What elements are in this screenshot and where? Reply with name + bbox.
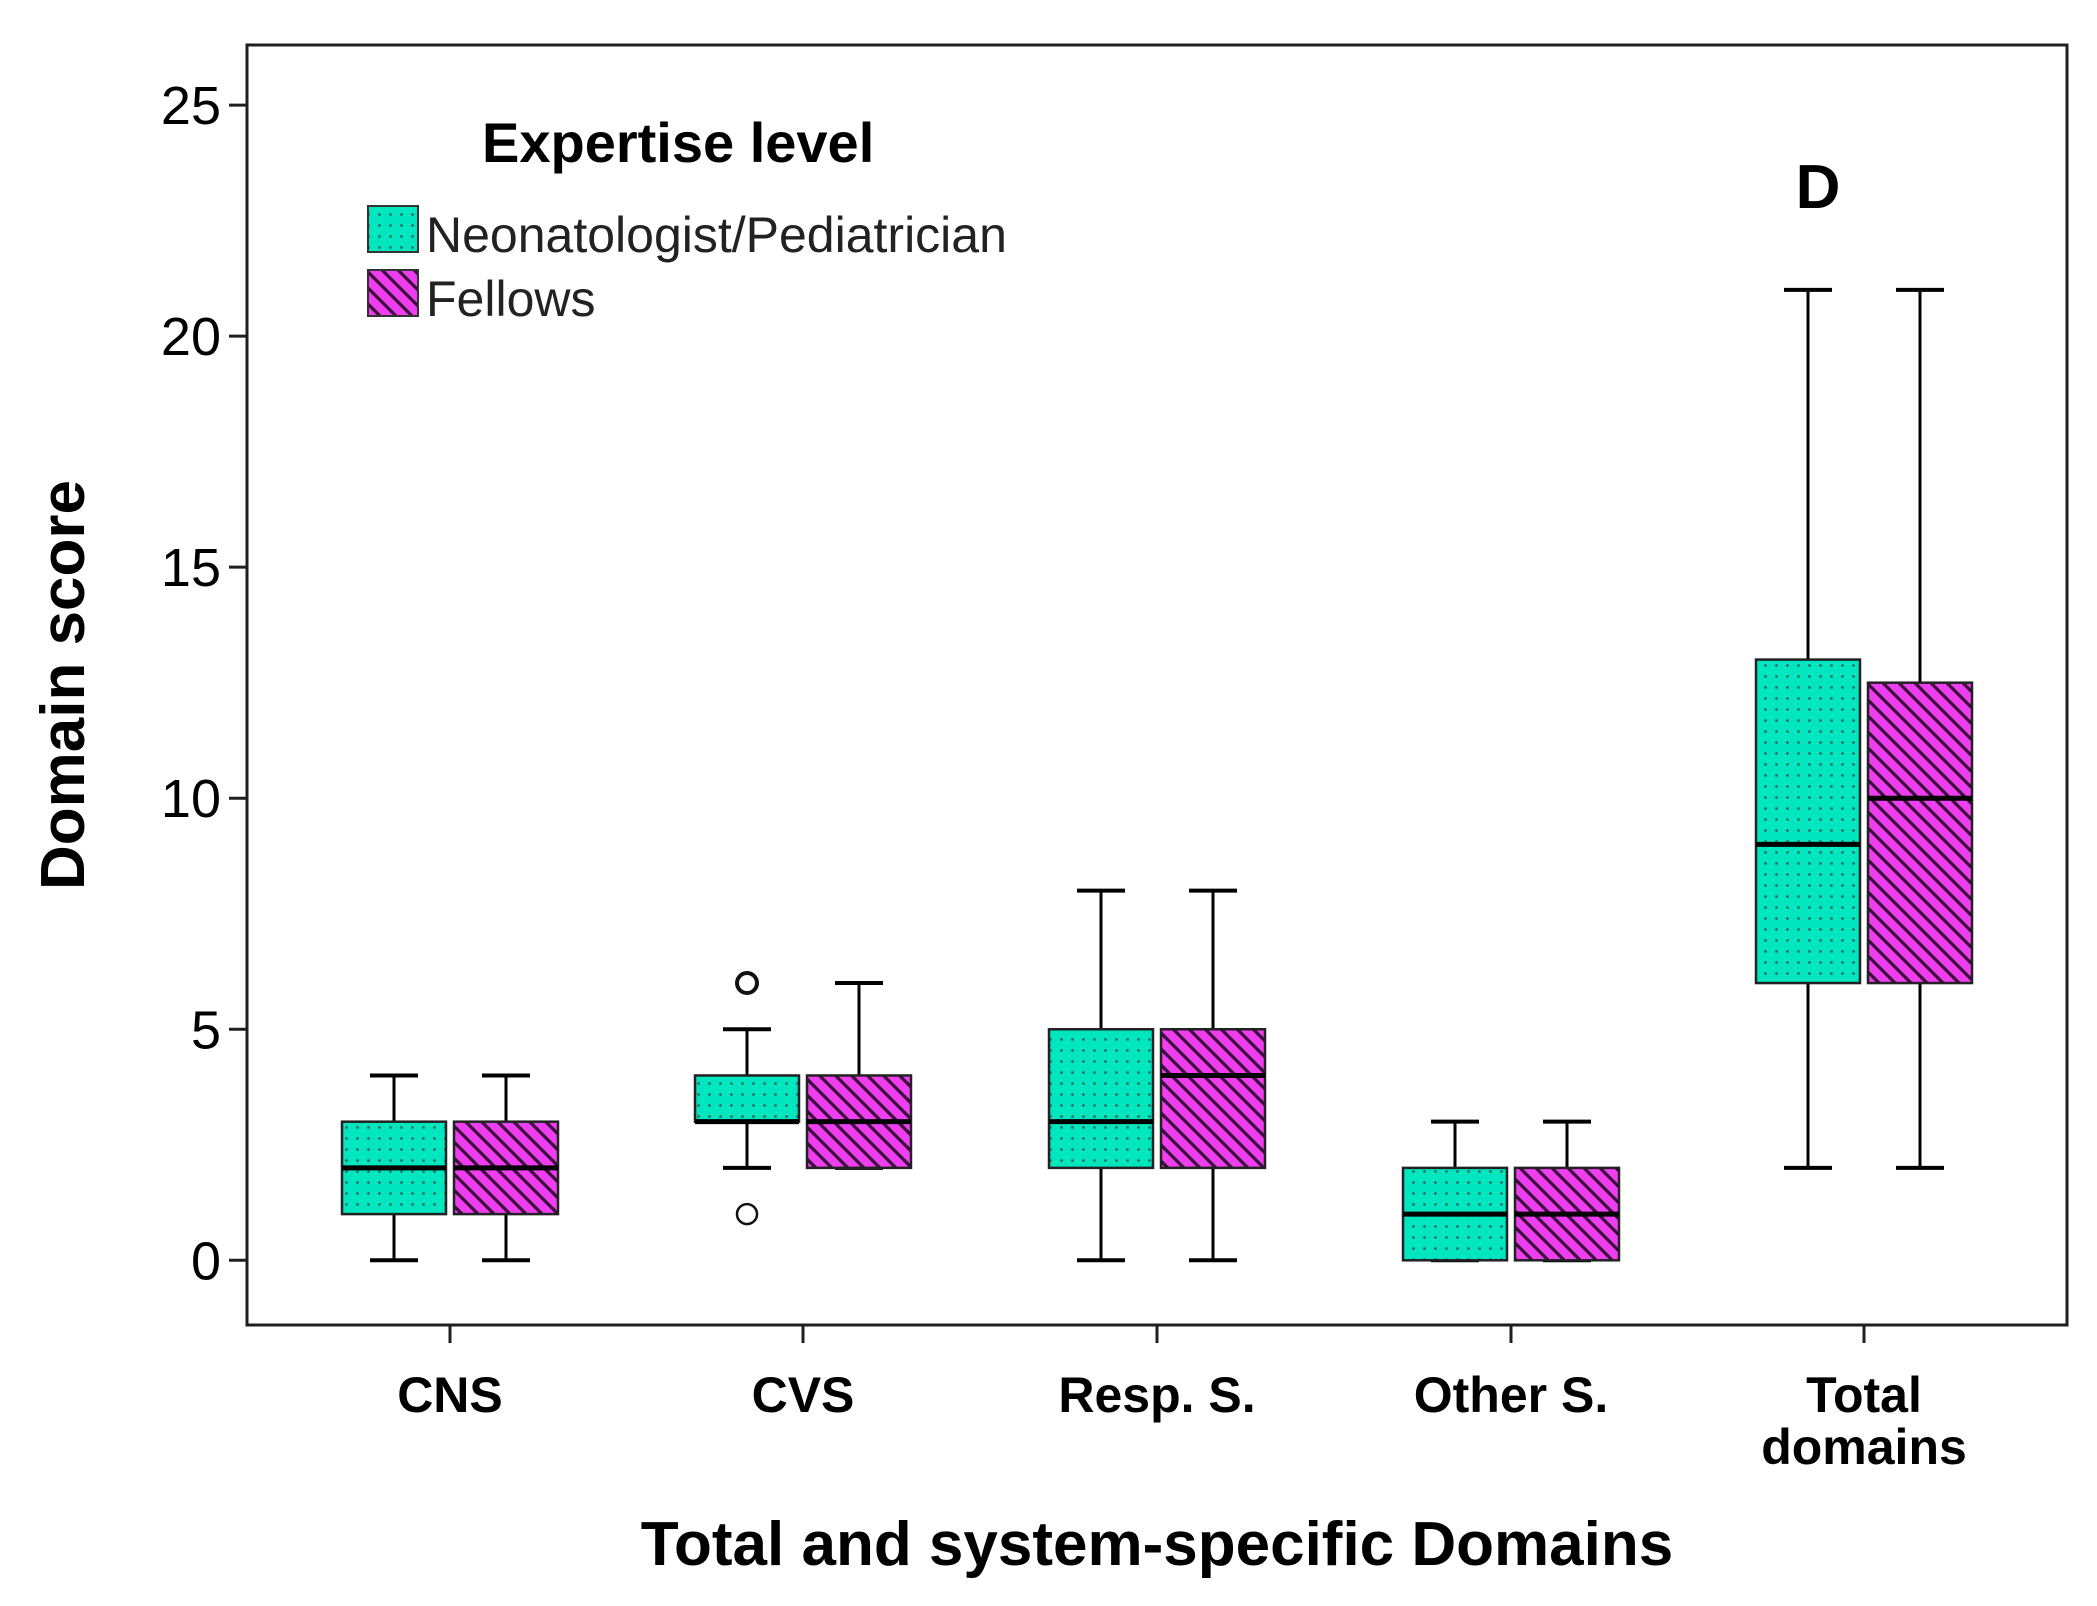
y-tick-label: 15: [161, 538, 221, 598]
box-neonatologist-1-iqr: [693, 1074, 801, 1123]
box-neonatologist-1-outlier: [735, 1202, 759, 1226]
x-axis-title: Total and system-specific Domains: [641, 1510, 1673, 1579]
legend-title: Expertise level: [482, 111, 874, 174]
box-series: [340, 287, 1974, 1263]
panel-letter: D: [1796, 153, 1841, 222]
legend-swatch-fellows: [367, 269, 419, 317]
box-fellows-4-iqr: [1866, 681, 1974, 985]
y-tick-label: 10: [161, 769, 221, 829]
y-axis-title: Domain score: [29, 480, 98, 890]
x-category-label: CVS: [752, 1367, 855, 1423]
legend: Expertise level Neonatologist/Pediatrici…: [367, 111, 1007, 327]
y-tick-label: 5: [191, 1000, 221, 1060]
box-neonatologist-1-outlier: [735, 971, 759, 996]
x-category-label: Other S.: [1414, 1367, 1608, 1423]
legend-label-fellows: Fellows: [426, 271, 595, 327]
x-axis: CNS CVS Resp. S. Other S. Total domains: [397, 1325, 1967, 1475]
y-axis: 0 5 10 15 20 25: [161, 76, 247, 1291]
y-tick-label: 25: [161, 76, 221, 136]
y-tick-label: 0: [191, 1231, 221, 1291]
x-category-label: CNS: [397, 1367, 503, 1423]
legend-swatch-neonatologist: [367, 205, 419, 253]
y-tick-label: 20: [161, 307, 221, 367]
box-neonatologist-2-iqr: [1047, 1028, 1155, 1170]
x-category-label: Resp. S.: [1058, 1367, 1255, 1423]
box-fellows-2-iqr: [1159, 1028, 1267, 1170]
x-category-label: Total domains: [1761, 1367, 1967, 1475]
box-neonatologist-4-iqr: [1754, 658, 1862, 985]
legend-label-neonatologist: Neonatologist/Pediatrician: [426, 207, 1007, 263]
